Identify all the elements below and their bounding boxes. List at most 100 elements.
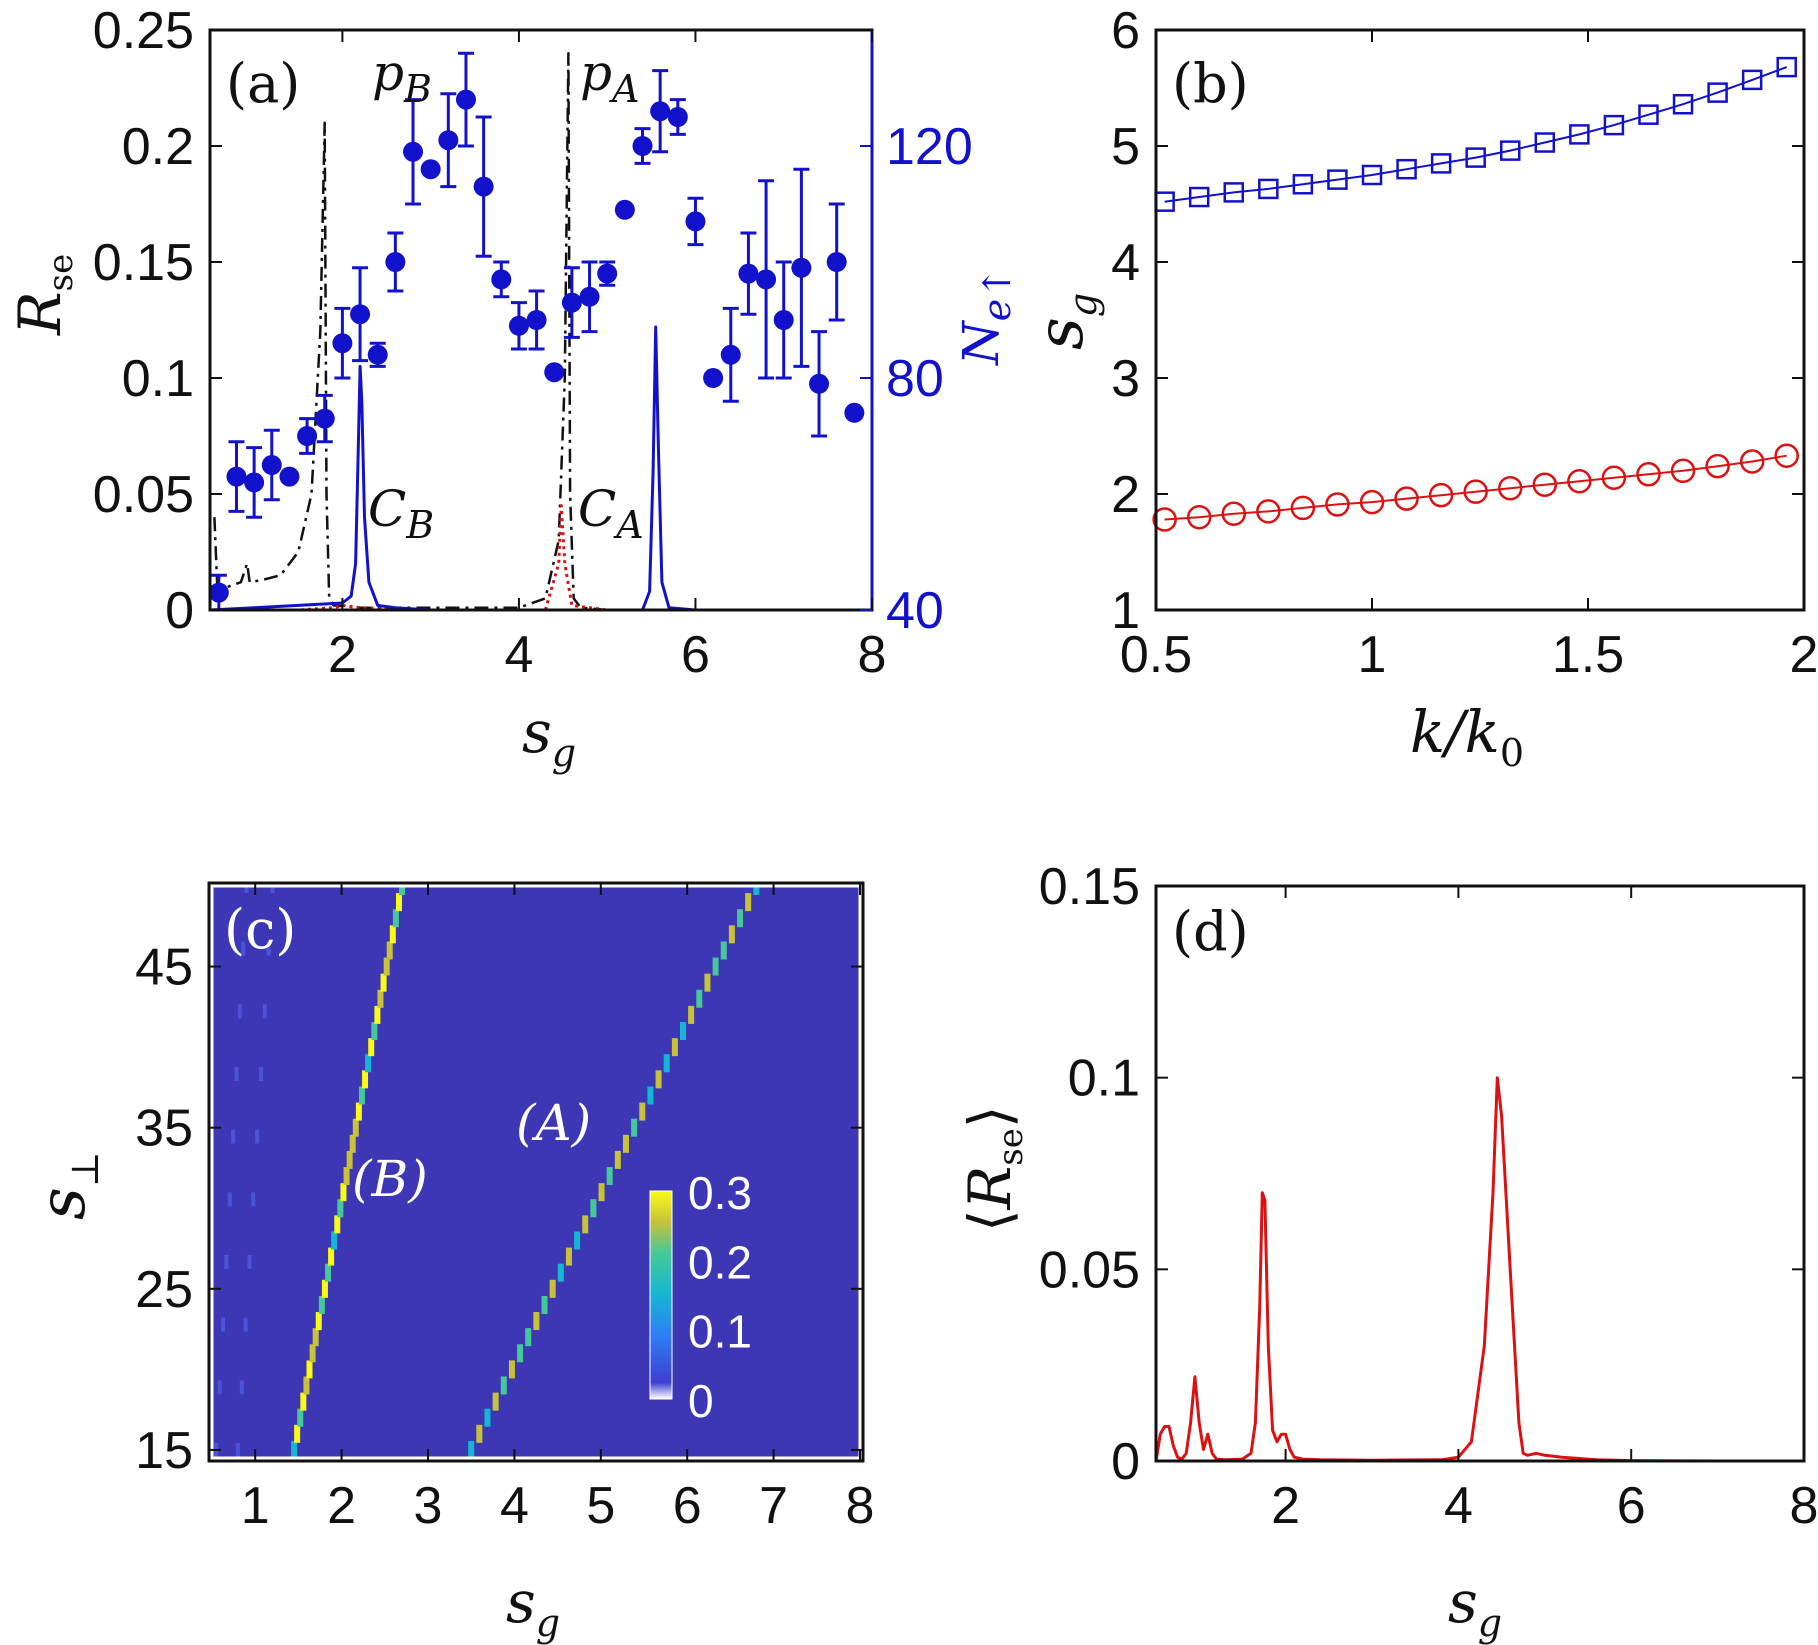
panel-d: 2 4 6 8 0 0.05 0.1 0.15 (d) sg ⟨Rse⟩ <box>956 858 1818 1645</box>
panel-c-ytick-label-1: 25 <box>135 1261 193 1319</box>
ridge-B-cell <box>346 1150 353 1169</box>
ne-marker <box>826 252 847 272</box>
ne-marker <box>650 101 671 122</box>
ridge-A-cell <box>696 989 703 1008</box>
colorbar-tick-label-1: 0.2 <box>688 1236 752 1288</box>
ridge-A-cell <box>541 1295 548 1314</box>
ne-point <box>350 266 371 363</box>
ne-point <box>809 330 830 438</box>
ne-marker <box>367 344 388 365</box>
faint-ridge-cell <box>239 1380 244 1395</box>
panel-a-y2label-main: N <box>952 319 1010 366</box>
colorbar-ticks: 0.3 0.2 0.1 0 <box>688 1167 752 1427</box>
panel-a-ytick-label-4: 0.2 <box>122 118 194 176</box>
ridge-B-cell <box>309 1344 316 1363</box>
ridge-B-cell <box>321 1279 328 1298</box>
ridge-A-cell <box>606 1167 613 1186</box>
ne-marker <box>210 582 229 603</box>
ne-marker <box>420 159 441 180</box>
ne-point <box>420 159 441 180</box>
panel-c-xtick-label-5: 6 <box>673 1477 702 1535</box>
ridge-B-cell <box>395 893 402 912</box>
ridge-B-cell <box>352 1118 359 1137</box>
annotation-A: (A) <box>516 1094 591 1152</box>
ridge-B-cell <box>291 1440 298 1458</box>
panel-c-label: (c) <box>224 898 296 961</box>
ne-point <box>720 306 741 403</box>
lower-circle-marker <box>1705 453 1730 479</box>
lower-circle-marker <box>1359 489 1385 515</box>
panel-d-ylabel-sub: se <box>991 1128 1031 1166</box>
ne-marker <box>738 263 759 284</box>
panel-b-ytick-label-2: 3 <box>1111 350 1140 408</box>
panel-b-ylabel-main: s <box>1024 317 1098 350</box>
ridge-A-cell <box>614 1150 621 1169</box>
ne-marker <box>561 292 582 313</box>
annotation-p-A-text: pA <box>580 44 639 111</box>
ridge-A-cell <box>647 1086 654 1105</box>
ne-point <box>826 202 847 322</box>
ridge-A-cell <box>663 1054 670 1073</box>
ne-marker <box>438 130 459 151</box>
series-rse-dotted <box>210 504 872 610</box>
ridge-B-cell <box>300 1392 307 1411</box>
panel-d-ylabel-main: R <box>956 1166 1024 1211</box>
faint-ridge-cell <box>270 886 275 893</box>
ridge-B-cell <box>368 1038 375 1057</box>
panel-d-ytick-label-1: 0.05 <box>1039 1241 1140 1299</box>
ne-marker <box>809 373 830 394</box>
ridge-A-cell <box>492 1392 499 1411</box>
ridge-A-cell <box>745 893 752 912</box>
panel-b-ytick-label-4: 5 <box>1111 118 1140 176</box>
ne-point <box>438 92 459 189</box>
upper-square-marker <box>1223 182 1245 203</box>
panel-d-ylabel-close: ⟩ <box>956 1105 1024 1128</box>
panel-a-ytick-label-2: 0.1 <box>122 350 194 408</box>
ne-marker <box>508 315 529 336</box>
upper-square-marker <box>1465 147 1486 168</box>
faint-ridge-cell <box>237 1004 242 1019</box>
ridge-B-cell <box>343 1167 350 1186</box>
annotation-p-A-main: p <box>580 44 612 102</box>
ne-marker <box>279 466 300 487</box>
ridge-A-cell <box>622 1134 629 1153</box>
ridge-B-cell <box>340 1183 347 1202</box>
ne-point <box>279 466 300 487</box>
panel-b-xlabel: k/k0 <box>1410 698 1524 775</box>
panel-b-xtick-label-2: 1.5 <box>1552 626 1624 684</box>
panel-a-y2tick-label-1: 80 <box>886 350 944 408</box>
ne-marker <box>597 263 618 284</box>
ne-marker <box>403 141 424 162</box>
panel-b-ytick-label-1: 2 <box>1111 466 1140 524</box>
faint-ridge-cell <box>244 886 249 893</box>
series-rse-dashdot <box>213 51 608 610</box>
ne-point <box>332 306 353 380</box>
ne-point <box>403 98 424 206</box>
annotation-p-B-sub: B <box>403 67 432 111</box>
annotation-p-A-sub: A <box>609 67 639 111</box>
panel-a-xlabel-main: s <box>522 698 552 766</box>
panel-b-label: (b) <box>1172 52 1249 115</box>
ridge-B-cell <box>294 1424 301 1443</box>
panel-b-xlabel-k: k/k <box>1410 698 1500 766</box>
panel-c-marks <box>214 886 760 1458</box>
panel-a-y2label: Ne↑ <box>952 267 1019 366</box>
panel-b-frame <box>1154 28 1806 612</box>
ne-marker <box>244 472 265 493</box>
annotation-C-A-sub: A <box>613 503 643 547</box>
faint-ridge-cell <box>227 1192 232 1207</box>
upper-square-marker <box>1258 178 1279 200</box>
panel-a-xlabel-sub: g <box>552 731 576 775</box>
ne-point <box>455 51 476 148</box>
ridge-B-cell <box>358 1086 365 1105</box>
upper-square-marker <box>1534 132 1556 153</box>
ridge-B-cell <box>349 1134 356 1153</box>
faint-ridge-cell <box>247 1254 252 1269</box>
lower-circle-marker <box>1532 472 1558 497</box>
ridge-A-cell <box>655 1070 662 1089</box>
panel-c-inner-frame <box>210 884 862 1460</box>
panel-c-ylabel-sub: ⊥ <box>63 1151 107 1187</box>
ridge-B-cell <box>303 1376 310 1395</box>
ne-point <box>561 266 582 339</box>
